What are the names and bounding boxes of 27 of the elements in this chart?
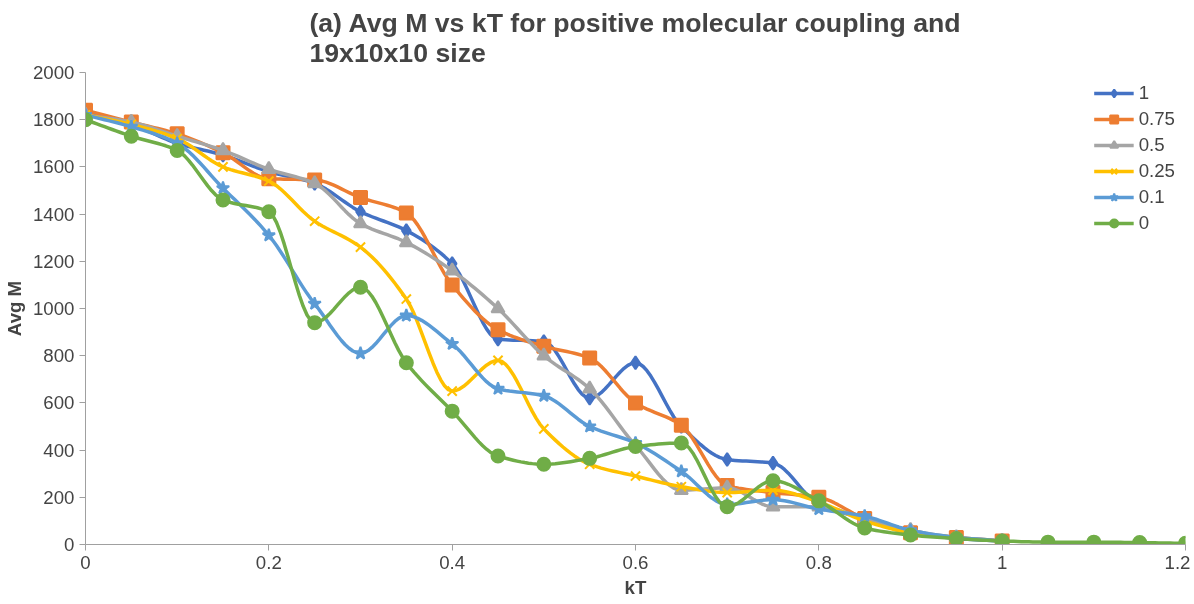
y-tick-label: 400: [43, 439, 75, 461]
legend-label: 1: [1138, 82, 1151, 104]
x-tick-label: 1.2: [1164, 551, 1191, 573]
chart-title: (a) Avg M vs kT for positive molecular coupling and 19x10x10 size: [309, 7, 961, 68]
y-tick-label: 1200: [33, 250, 75, 272]
x-tick-label: 1: [996, 551, 1008, 573]
legend-label: 0.75: [1138, 108, 1175, 130]
x-tick-label: 0.8: [805, 551, 832, 573]
y-tick-label: 1800: [33, 109, 75, 131]
y-axis-title: Avg M: [4, 280, 25, 337]
y-tick-label: 1000: [33, 298, 75, 319]
x-axis-title: kT: [624, 576, 647, 598]
y-tick-label: 800: [43, 345, 75, 367]
y-tick-label: 600: [43, 392, 75, 414]
y-tick-label: 200: [43, 486, 75, 508]
legend-label: 0.5: [1138, 134, 1165, 156]
x-tick-label: 0: [80, 551, 91, 573]
y-tick-label: 2000: [33, 62, 75, 83]
legend-label: 0.25: [1138, 160, 1175, 182]
x-tick-label: 0.4: [439, 551, 466, 573]
legend-label: 0: [1138, 212, 1151, 234]
x-tick-label: 0.6: [622, 551, 649, 573]
y-tick-label: 1600: [33, 156, 75, 178]
y-tick-label: 1400: [33, 203, 75, 225]
x-tick-label: 0.2: [255, 551, 282, 573]
legend-label: 0.1: [1138, 186, 1165, 208]
y-tick-label: 0: [64, 534, 75, 555]
